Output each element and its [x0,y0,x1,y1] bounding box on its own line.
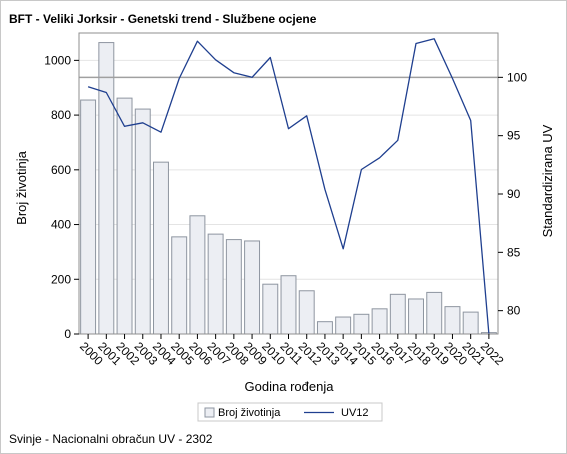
bar [426,291,443,335]
legend-label-line: UV12 [341,407,369,419]
bar [335,316,352,335]
bar [389,293,406,335]
left-tick-label: 1000 [44,53,71,67]
bar [153,161,169,335]
right-axis: 80 85 90 95 100 [498,70,527,318]
left-tick-label: 400 [51,218,71,232]
bar [134,108,151,335]
bar [408,298,424,335]
bar [244,240,261,335]
bar-series [80,42,497,335]
right-tick-label: 100 [507,70,527,84]
bar [316,321,333,335]
right-tick-label: 80 [507,304,521,318]
bar [225,239,242,335]
bar [116,97,133,335]
bar [171,236,188,335]
left-axis: 0 200 400 600 800 1000 [44,53,79,341]
line-series [87,38,490,335]
left-tick-label: 200 [51,272,71,286]
bar [280,275,297,335]
series-line [87,38,490,335]
bar [353,313,370,335]
left-tick-label: 800 [51,108,71,122]
bar [462,311,479,335]
left-tick-label: 0 [64,327,71,341]
chart-title: BFT - Veliki Jorksir - Genetski trend - … [9,12,317,26]
y-axis-label-left: Broj životinja [14,150,29,224]
legend-box [197,402,383,422]
legend: Broj životinja UV12 [197,402,383,422]
x-axis-label: Godina rođenja [245,379,335,394]
right-tick-label: 85 [507,245,521,259]
bar [189,215,206,335]
y-axis-label-right: Standardizirana UV [540,124,555,237]
x-axis: 2000200120022003200420052006200720082009… [77,334,507,368]
legend-label-bar: Broj životinja [218,407,281,419]
bar [207,233,224,335]
right-tick-label: 95 [507,129,521,143]
bar [371,308,388,335]
left-tick-label: 600 [51,163,71,177]
bar [80,99,97,335]
bar [298,290,315,335]
legend-swatch-bar [204,407,215,418]
right-tick-label: 90 [507,187,521,201]
bar [262,283,279,335]
bar [444,306,461,335]
footnote: Svinje - Nacionalni obračun UV - 2302 [9,432,213,446]
bar [98,42,115,335]
